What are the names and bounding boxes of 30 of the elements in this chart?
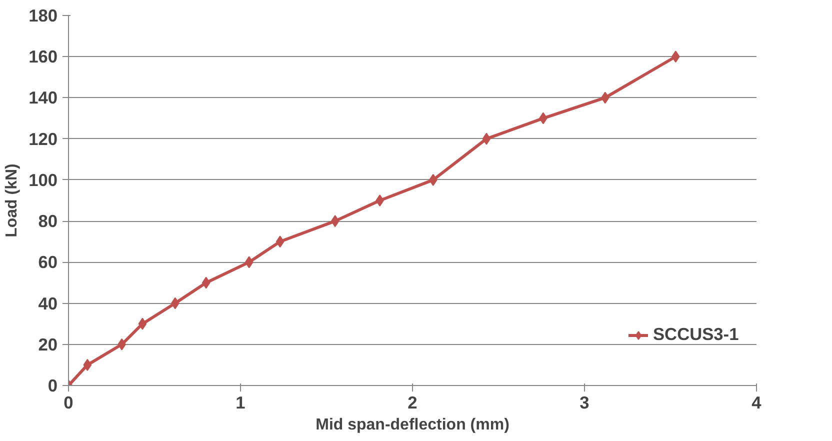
y-tick-label: 80 (38, 211, 58, 232)
y-tick-label: 140 (28, 88, 58, 108)
point (428, 174, 438, 186)
y-tick-label: 120 (28, 128, 58, 149)
y-tick-label: 100 (28, 170, 58, 190)
y-tick-label: 160 (28, 46, 58, 67)
legend-label: SCCUS3-1 (653, 324, 739, 345)
point (600, 92, 610, 104)
y-tick-label: 60 (38, 252, 58, 272)
x-axis-title: Mid span-deflection (mm) (316, 416, 510, 434)
x-tick-label: 4 (752, 392, 762, 412)
point (376, 194, 384, 206)
y-tick-label: 20 (38, 334, 58, 354)
point (202, 276, 210, 289)
x-tick-label: 0 (64, 392, 74, 412)
y-tick-label: 180 (28, 6, 58, 26)
point (170, 297, 180, 310)
point (482, 132, 491, 145)
point (330, 215, 340, 228)
x-tick-label: 2 (408, 392, 418, 412)
point (83, 358, 92, 371)
x-tick-label: 3 (580, 392, 590, 412)
y-tick-label: 0 (48, 376, 58, 396)
point (671, 50, 680, 63)
y-tick-label: 40 (38, 293, 58, 314)
x-tick-label: 1 (236, 392, 246, 412)
point (244, 256, 254, 268)
point (276, 236, 284, 248)
point (138, 318, 147, 330)
y-axis-title: Load (kN) (4, 164, 21, 238)
